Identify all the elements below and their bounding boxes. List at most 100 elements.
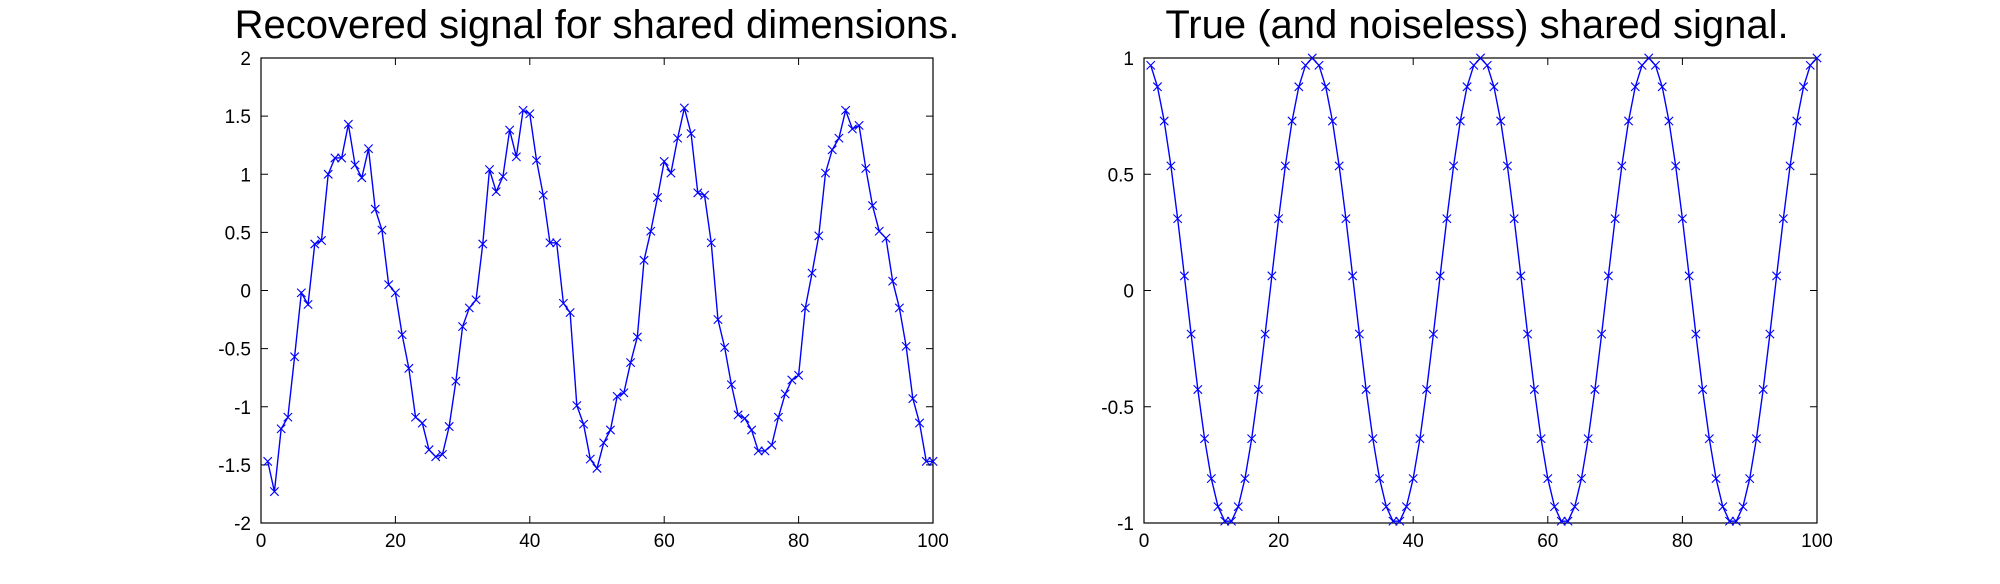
data-point-marker	[1300, 60, 1311, 70]
data-point-marker	[1772, 271, 1782, 281]
series-markers-group	[263, 103, 938, 497]
data-point-marker	[471, 295, 481, 305]
y-tick-label: -2	[234, 514, 251, 535]
data-point-marker	[1381, 502, 1391, 512]
x-tick-label: 80	[1672, 531, 1693, 552]
data-point-marker	[1220, 516, 1230, 526]
plot-area	[1143, 57, 1818, 524]
x-tick-label: 80	[788, 531, 809, 552]
y-tick-label: 0.5	[225, 223, 251, 244]
data-point-marker	[1314, 60, 1324, 70]
x-tick-label: 60	[1537, 531, 1558, 552]
data-point-marker	[511, 152, 521, 162]
data-point-marker	[1684, 271, 1694, 281]
x-tick-label: 0	[1139, 531, 1150, 552]
data-point-marker	[652, 192, 663, 203]
data-point-marker	[894, 303, 904, 313]
chart-true-signal: True (and noiseless) shared signal. -1 -0…	[1101, 3, 1833, 552]
data-point-marker	[1677, 214, 1687, 224]
data-point-marker	[1650, 60, 1661, 70]
data-point-marker	[538, 190, 548, 200]
data-point-marker	[1240, 474, 1250, 484]
data-point-marker	[1597, 329, 1607, 339]
data-point-marker	[626, 357, 636, 368]
data-point-marker	[1361, 384, 1371, 395]
data-point-marker	[612, 391, 622, 401]
data-point-marker	[921, 456, 931, 466]
data-point-marker	[1711, 474, 1721, 484]
data-point-marker	[458, 321, 468, 332]
x-tick-label: 40	[519, 531, 540, 552]
y-tick-label: 0	[240, 282, 251, 303]
data-point-marker	[1226, 516, 1237, 526]
data-point-marker	[1617, 161, 1627, 171]
data-point-marker	[1354, 329, 1364, 339]
data-point-marker	[491, 187, 501, 197]
data-point-marker	[518, 105, 528, 115]
y-tick-label: -0.5	[1101, 398, 1134, 419]
data-point-marker	[1448, 161, 1459, 171]
data-point-marker	[1691, 329, 1701, 339]
data-point-marker	[599, 438, 609, 448]
data-point-marker	[1543, 474, 1553, 484]
data-point-marker	[316, 235, 327, 246]
data-point-marker	[410, 412, 421, 422]
data-point-marker	[820, 168, 831, 178]
data-point-marker	[437, 449, 448, 460]
data-point-marker	[1159, 116, 1169, 126]
data-point-marker	[841, 105, 851, 115]
data-point-marker	[1664, 116, 1674, 126]
data-point-marker	[1644, 53, 1654, 63]
data-point-marker	[807, 268, 817, 278]
data-point-marker	[484, 165, 495, 175]
data-point-marker	[1146, 60, 1156, 70]
data-point-marker	[1536, 434, 1546, 444]
y-axis-ticks: -2 -1.5 -1 -0.5 0 0.5 1 1.5 2	[218, 49, 933, 535]
data-point-marker	[464, 303, 474, 313]
data-point-marker	[666, 168, 676, 178]
data-point-marker	[760, 446, 770, 456]
y-tick-label: 2	[240, 49, 251, 70]
data-point-marker	[834, 133, 844, 143]
data-point-marker	[337, 153, 347, 163]
x-tick-label: 100	[917, 531, 949, 552]
data-point-marker	[303, 299, 313, 310]
y-tick-label: 1.5	[225, 107, 251, 128]
data-point-marker	[1563, 516, 1573, 526]
data-point-marker	[1765, 329, 1775, 339]
data-point-marker	[1785, 161, 1795, 171]
data-point-marker	[686, 128, 696, 139]
data-point-marker	[1469, 60, 1479, 70]
data-point-marker	[1199, 434, 1210, 444]
data-point-marker	[713, 314, 723, 325]
data-point-marker	[867, 201, 878, 211]
data-point-marker	[531, 155, 542, 165]
data-point-marker	[1260, 329, 1270, 339]
data-point-marker	[1798, 82, 1809, 92]
data-point-marker	[1442, 214, 1452, 224]
data-point-marker	[1812, 53, 1822, 63]
data-point-marker	[1455, 116, 1465, 126]
data-point-marker	[787, 375, 797, 385]
data-point-marker	[679, 103, 689, 113]
data-point-marker	[451, 376, 461, 386]
data-point-marker	[276, 424, 286, 434]
data-point-marker	[572, 400, 582, 411]
data-point-marker	[370, 204, 380, 214]
data-point-marker	[1570, 502, 1580, 512]
data-point-marker	[565, 307, 575, 318]
data-point-marker	[1758, 384, 1768, 395]
y-tick-label: 1	[240, 165, 251, 186]
data-point-marker	[646, 226, 656, 236]
data-point-marker	[1529, 384, 1539, 395]
data-point-marker	[1583, 434, 1593, 444]
data-point-marker	[1334, 161, 1344, 171]
data-point-marker	[1778, 214, 1788, 224]
data-point-marker	[343, 119, 353, 129]
data-point-marker	[1523, 329, 1533, 339]
data-point-marker	[901, 341, 911, 351]
data-point-marker	[1718, 502, 1728, 512]
data-point-marker	[1233, 502, 1243, 512]
data-point-marker	[881, 233, 891, 243]
data-point-marker	[1435, 271, 1445, 281]
